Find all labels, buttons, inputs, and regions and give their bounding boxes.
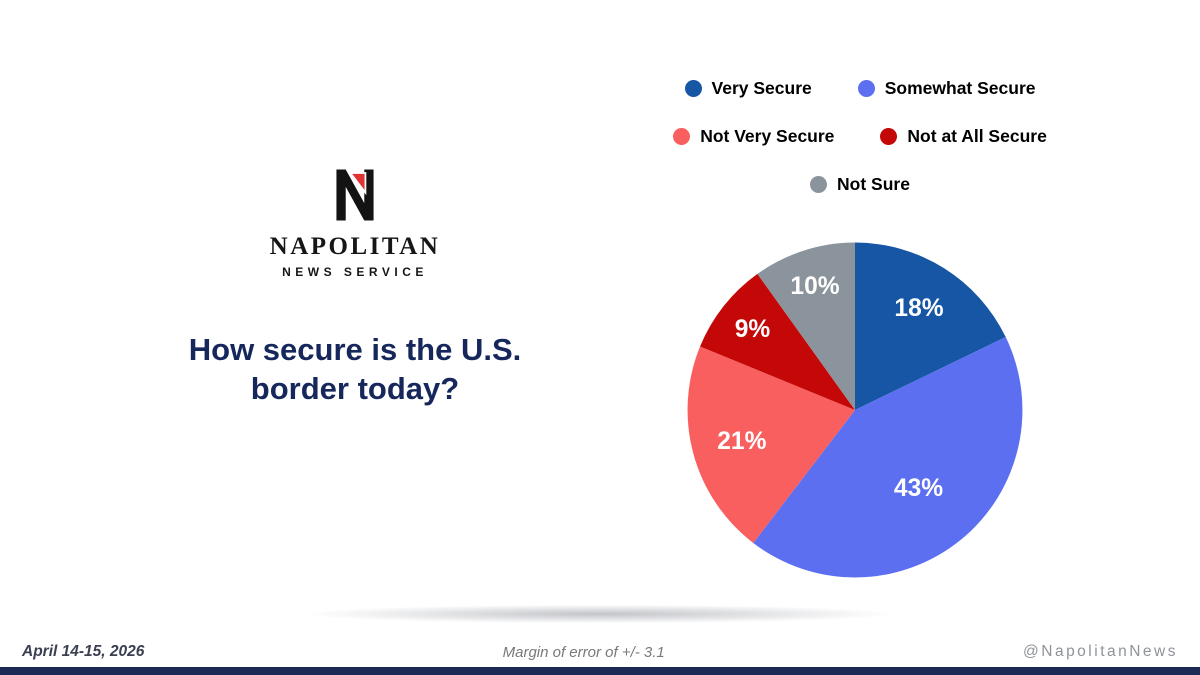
brand-subtitle: NEWS SERVICE bbox=[282, 265, 428, 279]
pie-slice-very-secure bbox=[855, 242, 1006, 410]
legend-dot bbox=[684, 80, 702, 97]
legend-label: Somewhat Secure bbox=[884, 78, 1036, 98]
bottom-accent-bar bbox=[0, 667, 1200, 675]
page-title: How secure is the U.S. border today? bbox=[188, 332, 522, 407]
legend-label: Not Very Secure bbox=[700, 126, 835, 146]
legend-dot bbox=[857, 80, 875, 97]
pie-slice-not-very-secure bbox=[687, 346, 855, 543]
poll-date: April 14-15, 2026 bbox=[22, 643, 145, 660]
legend-item-not-very-secure: Not Very Secure bbox=[673, 126, 834, 147]
legend-dot bbox=[810, 176, 828, 193]
pie-label-not-at-all-secure: 9% bbox=[735, 316, 771, 343]
legend-row: Not Very Secure Not at All Secure bbox=[620, 126, 1100, 147]
legend-label: Very Secure bbox=[711, 78, 812, 98]
legend-row: Very Secure Somewhat Secure bbox=[620, 78, 1100, 99]
social-handle: @NapolitanNews bbox=[1023, 643, 1178, 660]
pie-slice-not-sure bbox=[757, 242, 855, 410]
pie-chart: 18% 43% 21% 9% 10% bbox=[687, 242, 1023, 578]
pie-label-not-very-secure: 21% bbox=[717, 428, 766, 455]
legend-label: Not Sure bbox=[837, 174, 910, 194]
legend-item-not-sure: Not Sure bbox=[810, 174, 910, 195]
napolitan-n-icon bbox=[326, 166, 384, 224]
pie-label-very-secure: 18% bbox=[894, 295, 943, 322]
pie-label-not-sure: 10% bbox=[790, 273, 839, 300]
legend-dot bbox=[673, 128, 691, 145]
chart-legend: Very Secure Somewhat Secure Not Very Secur… bbox=[620, 78, 1100, 222]
margin-of-error: Margin of error of +/- 3.1 bbox=[502, 643, 665, 661]
legend-dot bbox=[880, 128, 898, 145]
legend-item-somewhat-secure: Somewhat Secure bbox=[857, 78, 1036, 99]
legend-item-very-secure: Very Secure bbox=[684, 78, 812, 99]
pie-slice-not-at-all-secure bbox=[700, 273, 855, 410]
pie-slice-somewhat-secure bbox=[753, 337, 1023, 578]
brand-logo: NAPOLITAN NEWS SERVICE bbox=[255, 166, 455, 279]
pie-chart-container: 18% 43% 21% 9% 10% bbox=[673, 228, 1037, 592]
content-drop-shadow bbox=[190, 601, 1010, 627]
footer: April 14-15, 2026 Margin of error of +/-… bbox=[0, 638, 1200, 666]
brand-name: NAPOLITAN bbox=[269, 233, 441, 260]
pie-label-somewhat-secure: 43% bbox=[894, 475, 943, 502]
legend-item-not-at-all-secure: Not at All Secure bbox=[880, 126, 1047, 147]
legend-label: Not at All Secure bbox=[907, 126, 1047, 146]
legend-row: Not Sure bbox=[620, 174, 1100, 195]
